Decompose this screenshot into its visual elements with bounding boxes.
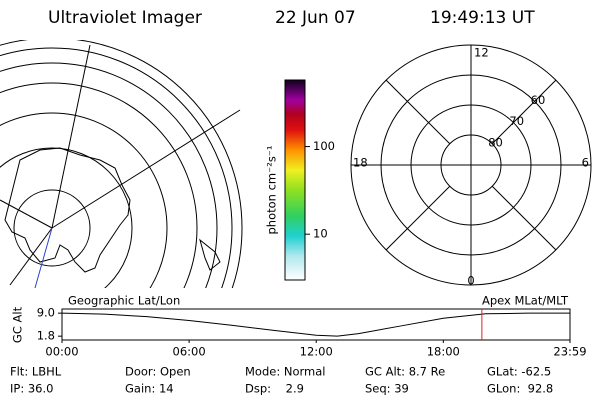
- x-tick-label: 12:00: [300, 345, 333, 359]
- date: 22 Jun 07: [275, 8, 356, 28]
- x-tick-label: 18:00: [427, 345, 460, 359]
- polar-lat-label: 60: [531, 93, 546, 107]
- status-field: Flt: LBHL: [10, 365, 62, 379]
- status-field: Mode: Normal: [245, 365, 325, 379]
- colorbar-tick-label: 10: [313, 227, 328, 241]
- status-field: GLat: -62.5: [487, 365, 551, 379]
- colorbar-label: photon cm⁻²s⁻¹: [265, 146, 279, 235]
- polar-mlt-label: 18: [353, 156, 368, 170]
- status-field: Door: Open: [125, 365, 191, 379]
- polar-lat-circle: [410, 104, 532, 226]
- polar-spoke: [385, 185, 451, 251]
- x-tick-label: 00:00: [45, 345, 78, 359]
- time: 19:49:13 UT: [430, 8, 535, 28]
- polar-lat-circle: [440, 134, 502, 196]
- status-field: Dsp: 2.9: [245, 382, 304, 396]
- x-tick-label: 06:00: [173, 345, 206, 359]
- polar-lat-label: 80: [488, 135, 503, 149]
- status-field: Seq: 39: [365, 382, 409, 396]
- polar-mlt-label: 0: [467, 274, 474, 288]
- polar-lat-circle: [380, 74, 562, 256]
- x-tick-label: 23:59: [553, 345, 586, 359]
- polar-spoke: [385, 79, 451, 145]
- y-tick-label: 1.8: [37, 329, 55, 343]
- right-label: Apex MLat/MLT: [482, 294, 569, 308]
- y-axis-label: GC Alt: [11, 306, 25, 343]
- polar-spoke: [491, 79, 557, 145]
- geographic-map: [0, 40, 243, 288]
- colorbar-tick-label: 100: [313, 139, 335, 153]
- status-field: Gain: 14: [125, 382, 174, 396]
- polar-spoke: [491, 185, 557, 251]
- polar-mlt-label: 12: [474, 46, 489, 60]
- polar-lat-label: 70: [509, 114, 524, 128]
- colorbar: [284, 79, 306, 281]
- title: Ultraviolet Imager: [48, 8, 202, 28]
- altitude-line: [61, 312, 570, 337]
- status-field: GLon: 92.8: [487, 382, 553, 396]
- status-field: IP: 36.0: [10, 382, 53, 396]
- y-tick-label: 9.0: [37, 306, 55, 320]
- left-label: Geographic Lat/Lon: [68, 294, 180, 308]
- polar-mlt-label: 6: [582, 156, 589, 170]
- status-field: GC Alt: 8.7 Re: [365, 365, 445, 379]
